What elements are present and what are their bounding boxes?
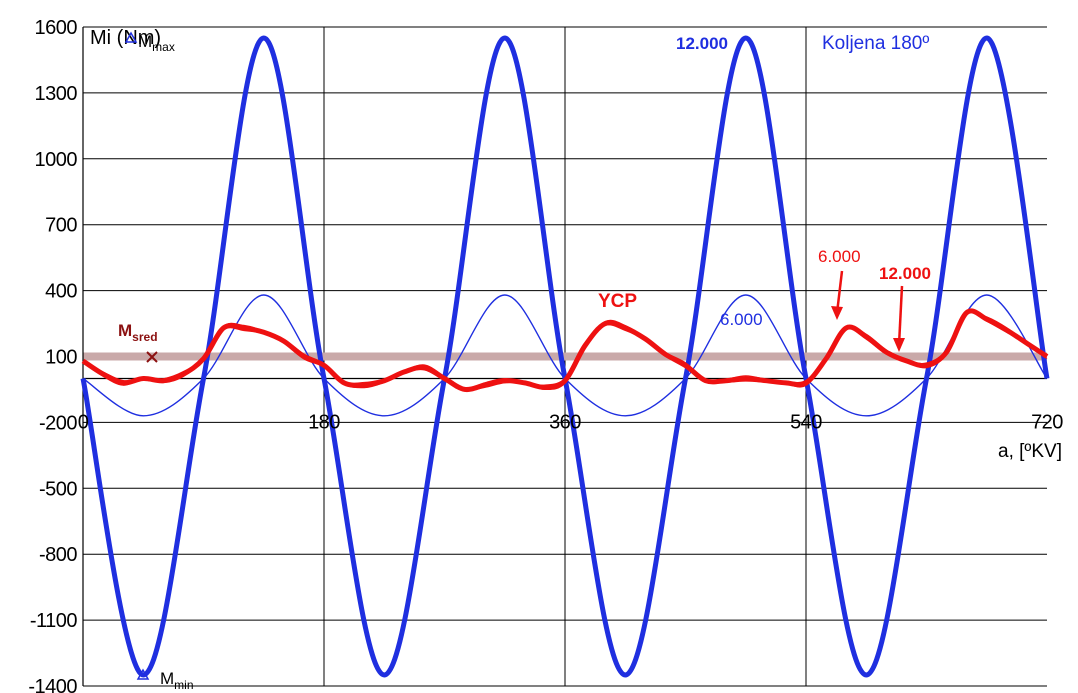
red-12000-label: 12.000 (879, 264, 931, 283)
series-12000-label: 12.000 (676, 34, 728, 53)
x-tick-label: 360 (549, 411, 581, 433)
msred-marker-icon (146, 351, 158, 363)
red-6000-label: 6.000 (818, 247, 861, 266)
series-6000-label: 6.000 (720, 310, 763, 329)
series-ycp-line (81, 308, 1049, 393)
red-6000-arrow-icon (831, 270, 844, 320)
y-tick-label: -500 (39, 478, 77, 500)
svg-text:Msred: Msred (118, 321, 158, 344)
x-tick-label: 540 (790, 411, 822, 433)
ycp-label: YCP (598, 291, 637, 312)
y-tick-label: -200 (39, 412, 77, 434)
mean-torque-band (83, 352, 1047, 361)
y-tick-label: 1000 (35, 149, 78, 171)
y-tick-label: -1100 (30, 610, 78, 632)
y-tick-label: -800 (39, 544, 77, 566)
y-tick-label: 1600 (35, 17, 78, 39)
mean-band (83, 352, 1047, 361)
y-axis-label: Mi (Nm) (90, 27, 161, 49)
y-tick-label: 400 (45, 281, 77, 303)
x-axis-label: a, [ºKV] (998, 441, 1062, 462)
y-tick-label: 1300 (35, 83, 78, 105)
svg-text:Mmin: Mmin (160, 669, 194, 692)
y-tick-label: 100 (45, 347, 77, 369)
mmin-marker-icon (136, 668, 150, 680)
x-tick-label: 0 (78, 411, 89, 433)
msred-label: Msred (118, 321, 158, 344)
series-lines (80, 35, 1050, 678)
red-12000-arrow-icon (893, 285, 905, 352)
y-tick-label: 700 (45, 215, 77, 237)
x-tick-label: 720 (1031, 411, 1063, 433)
koljena-label: Koljena 180º (822, 33, 929, 54)
tick-labels: 1600 1300 1000 700 400 100 -200 -500 -800 -1100 -1… (28, 17, 1063, 693)
x-tick-label: 180 (308, 411, 340, 433)
y-tick-label: -1400 (28, 676, 77, 693)
mmin-label: Mmin (160, 669, 194, 692)
mmax-marker-icon (124, 31, 138, 43)
